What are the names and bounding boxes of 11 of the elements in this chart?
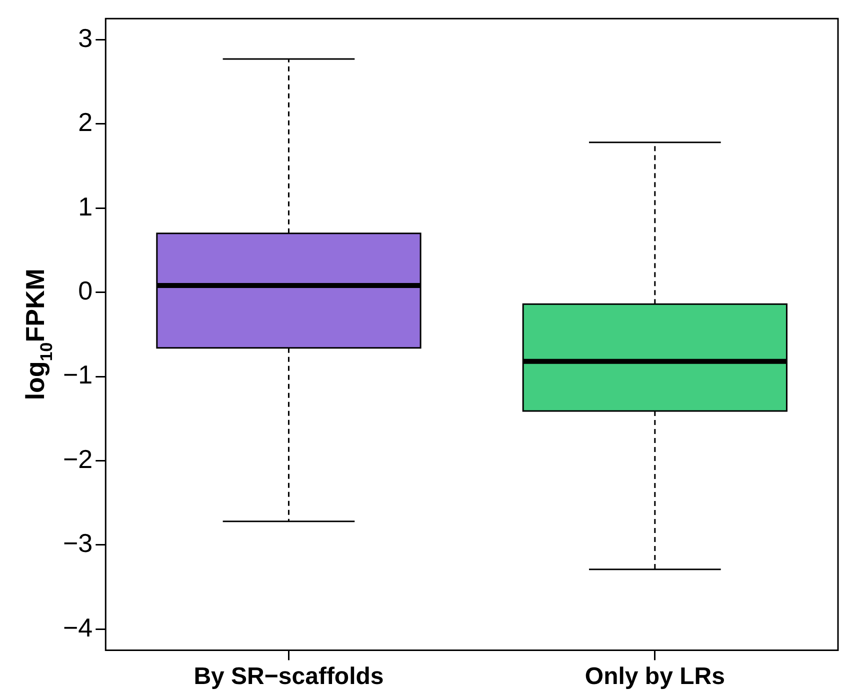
y-tick-label: −1 <box>62 360 93 390</box>
y-tick-label: 1 <box>78 191 93 222</box>
y-tick-label: 2 <box>78 107 93 138</box>
x-tick-label: Only by LRs <box>584 663 725 690</box>
y-tick-label: −3 <box>62 528 93 558</box>
y-tick-label: −2 <box>62 444 93 474</box>
y-axis-title: log10FPKM <box>20 268 56 400</box>
y-tick-label: 3 <box>78 22 93 53</box>
x-tick-label: By SR−scaffolds <box>194 663 384 690</box>
y-tick-label: 0 <box>78 275 93 306</box>
y-tick-label: −4 <box>62 612 93 642</box>
